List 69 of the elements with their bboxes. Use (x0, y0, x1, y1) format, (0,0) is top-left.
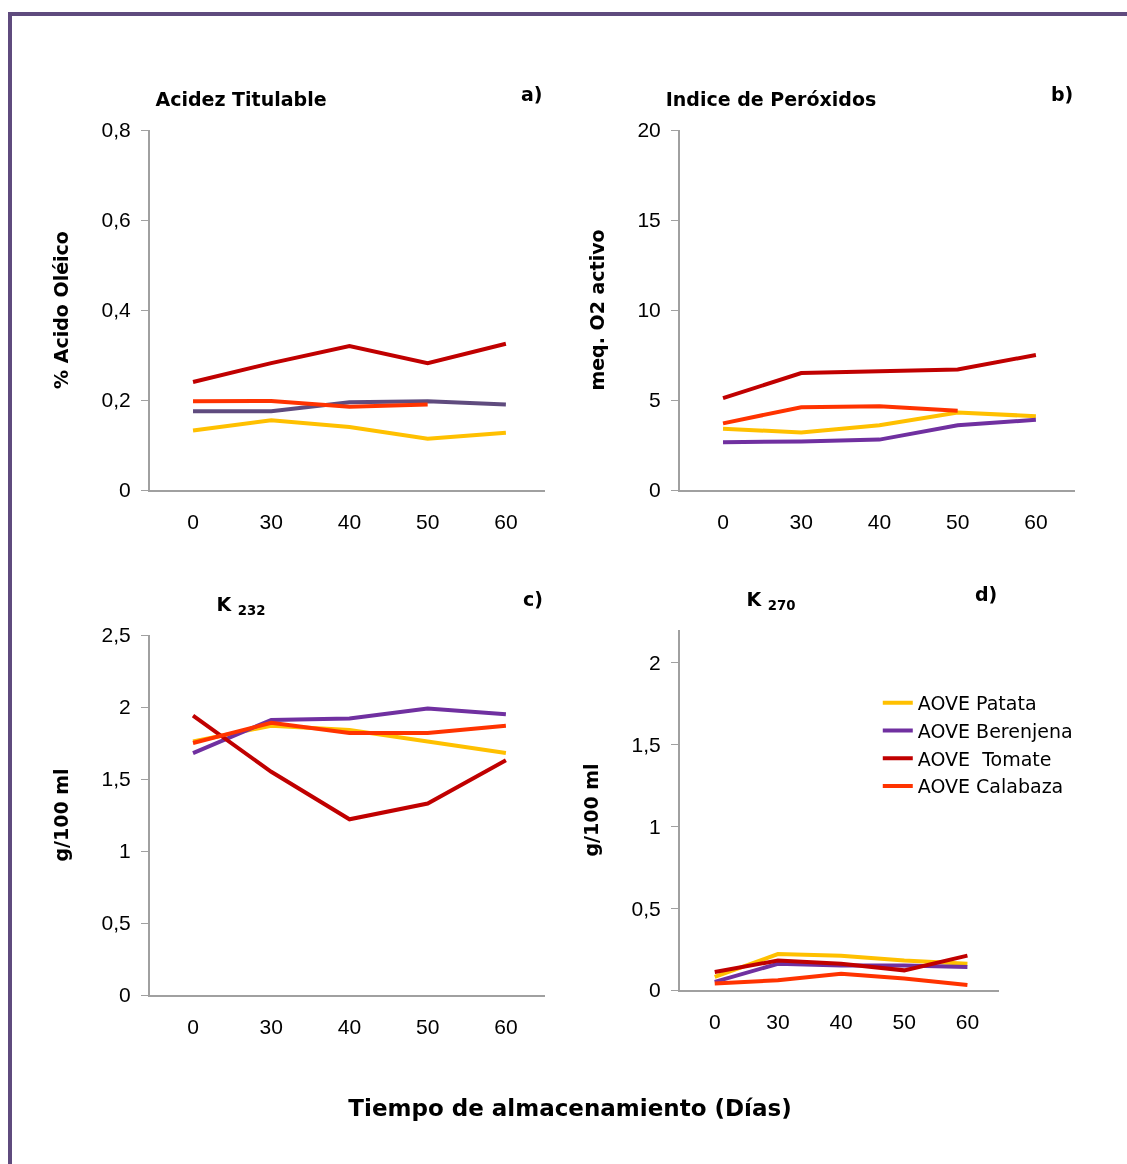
y-tick-label: 5 (649, 388, 661, 412)
text: a) (521, 83, 543, 105)
text: d) (975, 583, 998, 605)
x-tick-label: 30 (259, 510, 283, 534)
x-tick-label: 50 (892, 1010, 916, 1034)
line-series (191, 341, 508, 384)
x-tick-label: 0 (708, 1010, 721, 1034)
y-tick-label: 0,6 (101, 208, 131, 232)
text: b) (1051, 83, 1074, 105)
x-tick-label: 50 (415, 510, 440, 534)
y-tick-label: 15 (637, 208, 661, 232)
legend-label: AOVE Calabaza (917, 775, 1064, 798)
x-tick-label: 30 (259, 1015, 283, 1039)
y-tick-label: 0,2 (101, 388, 131, 412)
line-series (712, 953, 970, 974)
y-axis-title: % Acido Oléico (49, 231, 72, 389)
line-series (721, 417, 1038, 445)
chart-title: K $_{270}$ (746, 587, 796, 613)
x-tick-label: 60 (494, 1015, 518, 1039)
y-tick-label: 0 (119, 983, 131, 1007)
y-axis-title: g/100 ml (49, 768, 72, 862)
chart-title: Acidez Titulable (155, 87, 327, 110)
y-axis-title: meq. O2 activo (585, 229, 608, 391)
y-tick-label: 1 (119, 839, 131, 863)
x-tick-label: 40 (867, 510, 892, 534)
y-tick-label: 0 (649, 978, 661, 1002)
x-tick-label: 30 (766, 1010, 790, 1034)
y-tick-label: 0,5 (631, 896, 661, 920)
line-series (191, 720, 508, 745)
line-series (721, 410, 1038, 435)
x-tick-label: 40 (829, 1010, 853, 1034)
y-tick-label: 1,5 (101, 767, 131, 791)
line-series (721, 353, 1038, 401)
y-tick-label: 0 (119, 478, 131, 502)
y-tick-label: 1 (649, 814, 661, 838)
y-tick-label: 0,5 (101, 911, 131, 935)
y-axis-title: g/100 ml (579, 763, 602, 857)
x-tick-label: 40 (337, 1015, 362, 1039)
line-series (191, 418, 508, 441)
y-tick-label: 0 (649, 478, 661, 502)
text: c) (523, 588, 543, 610)
line-series (712, 971, 970, 988)
legend-label: AOVE Patata (917, 692, 1037, 715)
y-tick-label: 2,5 (101, 623, 131, 647)
chart-title: Indice de Peróxidos (665, 87, 877, 110)
y-tick-label: 2 (649, 651, 661, 675)
line-series (191, 399, 508, 414)
y-tick-label: 0,8 (101, 118, 131, 142)
x-tick-label: 30 (789, 510, 813, 534)
x-tick-label: 60 (1024, 510, 1048, 534)
y-tick-label: 10 (637, 298, 661, 322)
x-tick-label: 0 (187, 510, 199, 534)
y-tick-label: 20 (637, 118, 661, 142)
y-tick-label: 2 (119, 695, 131, 719)
x-tick-label: 0 (717, 510, 729, 534)
y-tick-label: 0,4 (101, 298, 132, 322)
x-tick-label: 50 (945, 510, 970, 534)
x-tick-label: 0 (187, 1015, 199, 1039)
legend-label: AOVE Tomate (917, 747, 1052, 770)
x-tick-label: 60 (955, 1010, 980, 1034)
y-tick-label: 1,5 (631, 732, 661, 756)
chart-title: K $_{232}$ (216, 592, 266, 618)
x-tick-label: 60 (494, 510, 518, 534)
x-tick-label: 40 (337, 510, 362, 534)
x-tick-label: 50 (415, 1015, 440, 1039)
text: Tiempo de almacenamiento (Días) (348, 1095, 792, 1121)
line-series (721, 404, 960, 426)
legend-label: AOVE Berenjena (917, 719, 1073, 742)
line-series (191, 713, 508, 822)
